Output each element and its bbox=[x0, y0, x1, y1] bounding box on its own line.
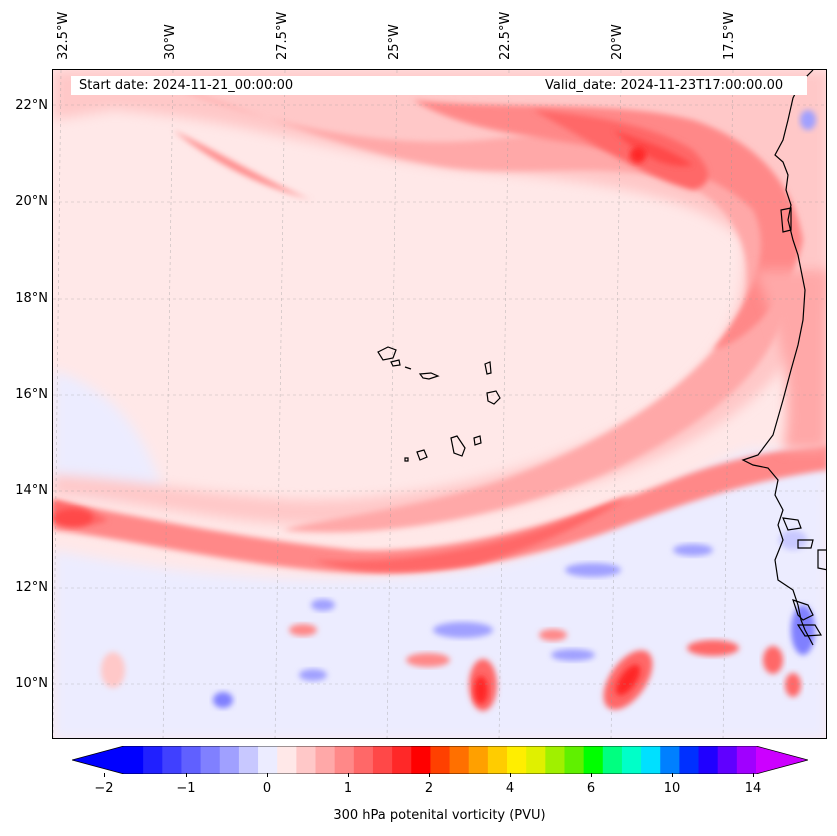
cb-tickmark bbox=[429, 773, 430, 777]
cb-tickmark bbox=[348, 773, 349, 777]
valid-date-label: Valid_date: 2024-11-23T17:00:00.00 bbox=[545, 78, 784, 93]
colorbar-segment bbox=[449, 746, 470, 774]
colorbar-extend-high bbox=[756, 746, 808, 774]
colorbar-segment bbox=[296, 746, 317, 774]
colorbar-segment bbox=[143, 746, 163, 774]
lon-label-30w: 30°W bbox=[163, 24, 178, 60]
lat-label-20n: 20°N bbox=[15, 194, 48, 209]
colorbar-segment bbox=[564, 746, 585, 774]
header-box bbox=[71, 76, 807, 95]
colorbar-segment bbox=[181, 746, 202, 774]
colorbar-segment bbox=[411, 746, 431, 774]
colorbar bbox=[70, 745, 810, 775]
cb-tickmark bbox=[510, 773, 511, 777]
cape-verde-islands bbox=[377, 346, 501, 462]
colorbar-segment bbox=[468, 746, 489, 774]
colorbar-svg bbox=[70, 745, 810, 775]
lat-label-12n: 12°N bbox=[15, 580, 48, 595]
lat-label-22n: 22°N bbox=[15, 98, 48, 113]
colorbar-segment bbox=[277, 746, 297, 774]
cb-tick-label: 6 bbox=[586, 781, 596, 796]
cb-tick-label: 0 bbox=[262, 781, 272, 796]
cb-tick-label: −2 bbox=[94, 781, 114, 796]
cb-tickmark bbox=[104, 773, 105, 777]
colorbar-segment bbox=[200, 746, 221, 774]
pv-field bbox=[53, 70, 826, 738]
colorbar-segment bbox=[698, 746, 719, 774]
colorbar-segment bbox=[641, 746, 661, 774]
lat-label-10n: 10°N bbox=[15, 676, 48, 691]
colorbar-segment bbox=[602, 746, 623, 774]
lon-label-27-5w: 27.5°W bbox=[275, 11, 290, 60]
colorbar-segment bbox=[430, 746, 451, 774]
lon-label-17-5w: 17.5°W bbox=[722, 11, 737, 60]
colorbar-segment bbox=[162, 746, 182, 774]
colorbar-segment bbox=[334, 746, 355, 774]
cb-tickmark bbox=[186, 773, 187, 777]
colorbar-segment bbox=[717, 746, 738, 774]
pv-map bbox=[52, 69, 827, 739]
lat-label-16n: 16°N bbox=[15, 387, 48, 402]
africa-coastline bbox=[741, 70, 826, 646]
cb-tick-label: −1 bbox=[176, 781, 196, 796]
cb-tickmark bbox=[267, 773, 268, 777]
colorbar-segment bbox=[258, 746, 278, 774]
colorbar-segment bbox=[583, 746, 604, 774]
lat-label-14n: 14°N bbox=[15, 483, 48, 498]
colorbar-segment bbox=[679, 746, 700, 774]
colorbar-segment bbox=[507, 746, 527, 774]
cb-tickmark bbox=[672, 773, 673, 777]
colorbar-segment bbox=[124, 746, 144, 774]
colorbar-segment bbox=[353, 746, 374, 774]
cb-tick-label: 4 bbox=[505, 781, 515, 796]
colorbar-extend-low bbox=[72, 746, 124, 774]
cb-tickmark bbox=[591, 773, 592, 777]
cb-tick-label: 10 bbox=[663, 781, 681, 796]
colorbar-segment bbox=[315, 746, 336, 774]
colorbar-segment bbox=[487, 746, 508, 774]
start-date-label: Start date: 2024-11-21_00:00:00 bbox=[79, 78, 294, 93]
cb-tick-label: 1 bbox=[343, 781, 353, 796]
colorbar-segment bbox=[372, 746, 393, 774]
colorbar-segment bbox=[392, 746, 412, 774]
colorbar-segment bbox=[219, 746, 240, 774]
lon-label-20w: 20°W bbox=[610, 24, 625, 60]
lon-label-25w: 25°W bbox=[387, 24, 402, 60]
colorbar-segment bbox=[545, 746, 565, 774]
colorbar-segment bbox=[238, 746, 259, 774]
colorbar-segment bbox=[621, 746, 642, 774]
lon-label-32-5w: 32.5°W bbox=[56, 11, 71, 60]
cb-tickmark bbox=[753, 773, 754, 777]
lat-label-18n: 18°N bbox=[15, 291, 48, 306]
colorbar-segment bbox=[526, 746, 546, 774]
cb-tick-label: 2 bbox=[424, 781, 434, 796]
colorbar-label: 300 hPa potenital vorticity (PVU) bbox=[333, 808, 546, 823]
colorbar-segment bbox=[736, 746, 757, 774]
cb-tick-label: 14 bbox=[744, 781, 762, 796]
lon-label-22-5w: 22.5°W bbox=[498, 11, 513, 60]
colorbar-segment bbox=[660, 746, 680, 774]
